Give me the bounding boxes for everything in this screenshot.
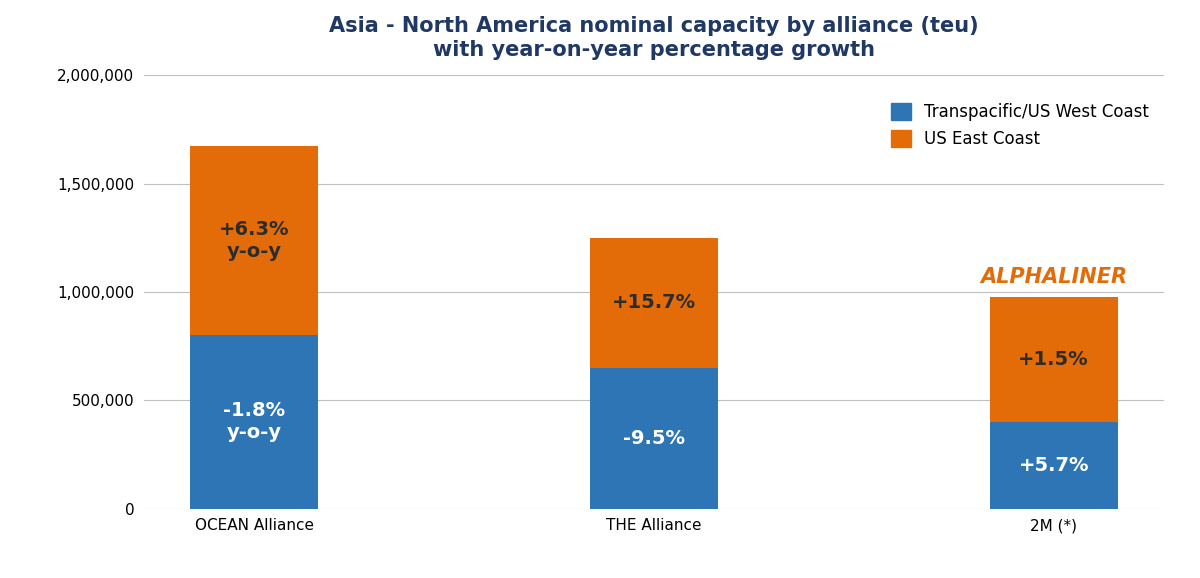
Title: Asia - North America nominal capacity by alliance (teu)
with year-on-year percen: Asia - North America nominal capacity by…: [329, 17, 979, 60]
Legend: Transpacific/US West Coast, US East Coast: Transpacific/US West Coast, US East Coas…: [884, 97, 1156, 154]
Bar: [590, 368, 718, 509]
Text: +6.3%
y-o-y: +6.3% y-o-y: [220, 220, 289, 261]
Bar: [191, 335, 318, 509]
Text: +15.7%: +15.7%: [612, 293, 696, 312]
Bar: [990, 297, 1117, 422]
Bar: [990, 422, 1117, 509]
Bar: [191, 146, 318, 335]
Text: -9.5%: -9.5%: [623, 429, 685, 448]
Bar: [590, 238, 718, 368]
Text: +5.7%: +5.7%: [1019, 456, 1088, 475]
Text: -1.8%
y-o-y: -1.8% y-o-y: [223, 402, 286, 442]
Text: +1.5%: +1.5%: [1019, 350, 1088, 369]
Text: ALPHALINER: ALPHALINER: [980, 266, 1127, 287]
